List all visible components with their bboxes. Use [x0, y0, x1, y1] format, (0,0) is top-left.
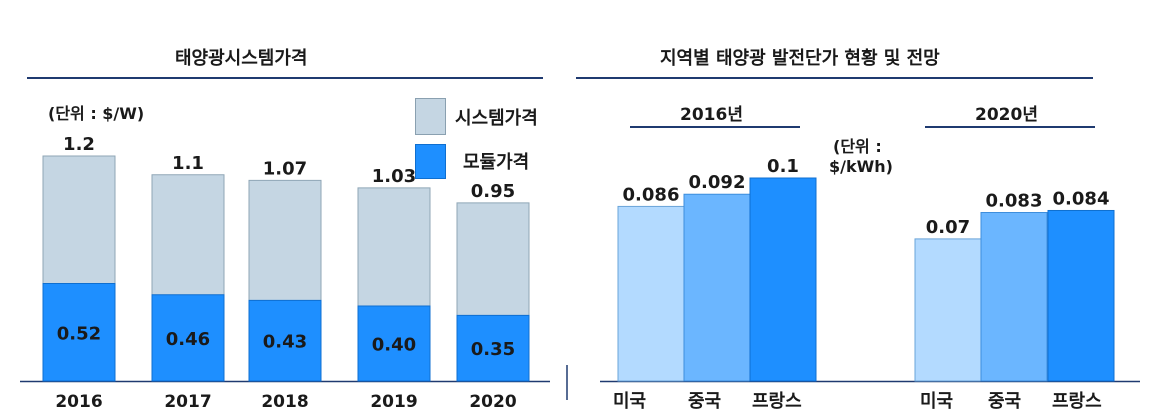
legend-label-system: 시스템가격	[455, 108, 538, 129]
legend: 시스템가격 모듈가격	[415, 98, 575, 183]
group-rule-2016	[630, 126, 800, 128]
system-price-label: 0.95	[471, 181, 515, 202]
country-tick-label: 중국	[988, 391, 1021, 412]
legend-label-module: 모듈가격	[463, 152, 530, 173]
cost-value-label: 0.084	[1053, 188, 1110, 209]
legend-swatch-system	[415, 98, 446, 135]
country-tick-label: 미국	[920, 391, 953, 412]
year-tick-label: 2020	[469, 392, 516, 412]
module-price-label: 0.40	[372, 335, 416, 356]
cost-bar	[980, 212, 1048, 382]
module-price-bar	[42, 283, 116, 382]
cost-value-label: 0.086	[623, 184, 680, 205]
year-tick-label: 2018	[261, 392, 308, 412]
module-price-label: 0.43	[263, 332, 307, 353]
right-unit-label-line2: $/kWh)	[829, 157, 893, 176]
group-rule-2020	[925, 126, 1095, 128]
country-tick-label: 프랑스	[752, 391, 802, 412]
country-tick-label: 미국	[613, 391, 646, 412]
left-unit-label: (단위 : $/W)	[48, 104, 145, 123]
cost-bar	[1047, 209, 1115, 382]
system-price-label: 1.07	[263, 158, 307, 179]
system-price-label: 1.03	[372, 166, 416, 187]
module-price-bar	[151, 294, 225, 382]
right-title-rule	[576, 77, 1093, 79]
system-price-label: 1.2	[63, 134, 95, 155]
group-label-2016: 2016년	[680, 105, 743, 125]
left-title-rule	[27, 77, 543, 79]
cost-bar	[914, 238, 982, 382]
right-unit-label-line1: (단위 :	[833, 137, 882, 156]
year-tick-label: 2016	[55, 392, 102, 412]
left-chart-title: 태양광시스템가격	[175, 48, 308, 69]
cost-value-label: 0.1	[767, 156, 799, 177]
cost-bar	[749, 177, 817, 382]
cost-value-label: 0.083	[986, 191, 1043, 212]
cost-bar	[683, 193, 751, 382]
module-price-bar	[456, 314, 530, 382]
year-tick-label: 2017	[164, 392, 211, 412]
module-price-label: 0.46	[166, 329, 210, 350]
cost-value-label: 0.07	[926, 217, 970, 238]
cost-bar	[617, 205, 685, 382]
module-price-bar	[248, 299, 322, 382]
legend-swatch-module	[415, 144, 446, 179]
module-price-label: 0.35	[471, 339, 515, 360]
country-tick-label: 프랑스	[1052, 391, 1102, 412]
module-price-label: 0.52	[57, 323, 101, 344]
cost-value-label: 0.092	[689, 172, 746, 193]
year-tick-label: 2019	[370, 392, 417, 412]
right-chart-title: 지역별 태양광 발전단가 현황 및 전망	[660, 48, 940, 69]
country-tick-label: 중국	[688, 391, 721, 412]
system-price-label: 1.1	[172, 153, 204, 174]
module-price-bar	[357, 305, 431, 382]
group-label-2020: 2020년	[975, 105, 1038, 125]
